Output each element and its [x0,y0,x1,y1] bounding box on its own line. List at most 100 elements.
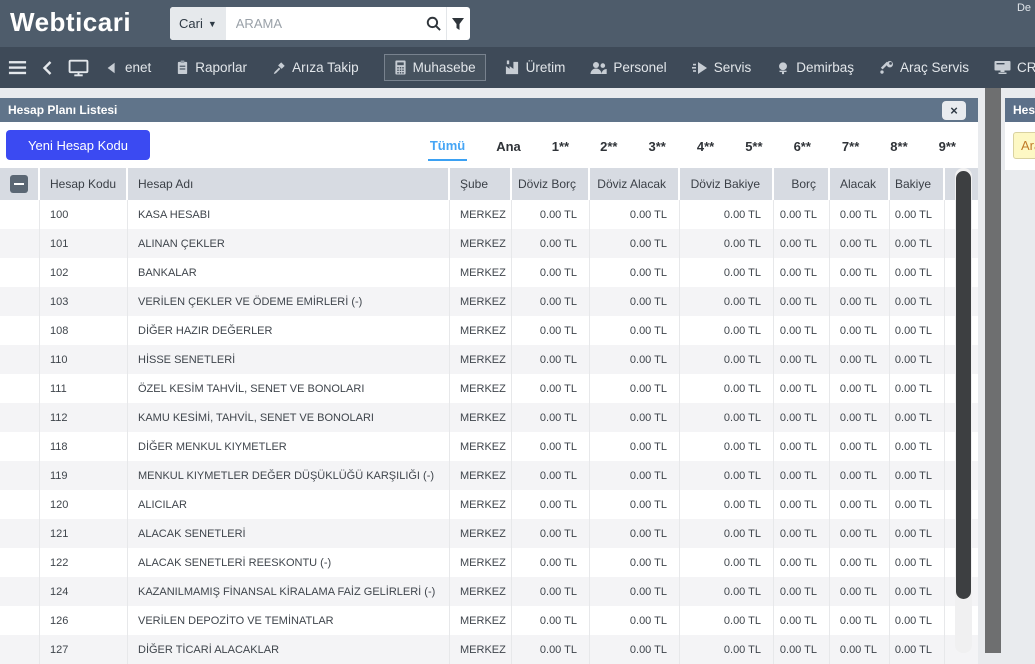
cell-branch: MERKEZ [450,606,512,635]
cell-alacak: 0.00 TL [830,229,890,258]
cell-alacak: 0.00 TL [830,287,890,316]
cell-doviz_bakiye: 0.00 TL [680,374,774,403]
tab-3[interactable]: 3** [646,131,667,160]
nav-item-ariza-takip[interactable]: Arıza Takip [272,60,359,75]
cell-bakiye: 0.00 TL [890,548,945,577]
table-row[interactable]: 120ALICILARMERKEZ0.00 TL0.00 TL0.00 TL0.… [0,490,978,519]
header-hesap-kodu[interactable]: Hesap Kodu [40,168,128,200]
header-borc[interactable]: Borç [774,168,830,200]
nav-item-crm[interactable]: CRM [994,60,1035,75]
header-bakiye[interactable]: Bakiye [890,168,945,200]
table-row[interactable]: 110HİSSE SENETLERİMERKEZ0.00 TL0.00 TL0.… [0,345,978,374]
cell-doviz_borc: 0.00 TL [512,229,590,258]
tab-ana[interactable]: Ana [494,131,523,160]
cell-alacak: 0.00 TL [830,374,890,403]
window-titlebar: Hesap Planı Listesi × [0,98,978,122]
table-row[interactable]: 119MENKUL KIYMETLER DEĞER DÜŞÜKLÜĞÜ KARŞ… [0,461,978,490]
cell-code: 119 [40,461,128,490]
table-scrollbar-track[interactable] [955,168,972,653]
back-chevron-icon[interactable] [41,60,54,76]
tab-4[interactable]: 4** [695,131,716,160]
cell-doviz_borc: 0.00 TL [512,519,590,548]
user-text[interactable]: De [1017,2,1031,14]
cell-bakiye: 0.00 TL [890,316,945,345]
nav-item-demirbas[interactable]: Demirbaş [776,60,854,75]
nav-item-raporlar[interactable]: Raporlar [176,60,247,75]
cell-bakiye: 0.00 TL [890,403,945,432]
side-panel-search-input[interactable] [1013,132,1035,159]
tab-7[interactable]: 7** [840,131,861,160]
cell-name: KASA HESABI [128,200,450,229]
table-row[interactable]: 112KAMU KESİMİ, TAHVİL, SENET VE BONOLAR… [0,403,978,432]
tab-5[interactable]: 5** [743,131,764,160]
nav-item-uretim[interactable]: Üretim [504,60,566,75]
hamburger-menu-icon[interactable] [8,60,27,75]
header-hesap-adi[interactable]: Hesap Adı [128,168,450,200]
cell-alacak: 0.00 TL [830,548,890,577]
new-account-code-button[interactable]: Yeni Hesap Kodu [6,130,150,160]
header-doviz-alacak[interactable]: Döviz Alacak [590,168,680,200]
nav-item-label: Personel [613,60,666,75]
search-category-dropdown[interactable]: Cari ▼ [170,7,226,40]
cell-code: 112 [40,403,128,432]
chevron-down-icon: ▼ [208,19,217,29]
cell-branch: MERKEZ [450,258,512,287]
cell-name: VERİLEN ÇEKLER VE ÖDEME EMİRLERİ (-) [128,287,450,316]
table-row[interactable]: 100KASA HESABIMERKEZ0.00 TL0.00 TL0.00 T… [0,200,978,229]
desktop-monitor-icon[interactable] [68,59,89,77]
header-doviz-bakiye[interactable]: Döviz Bakiye [680,168,774,200]
header-alacak[interactable]: Alacak [830,168,890,200]
table-row[interactable]: 124KAZANILMAMIŞ FİNANSAL KİRALAMA FAİZ G… [0,577,978,606]
table-row[interactable]: 126VERİLEN DEPOZİTO VE TEMİNATLARMERKEZ0… [0,606,978,635]
close-button[interactable]: × [942,101,966,120]
row-select-cell [0,461,40,490]
table-row[interactable]: 118DİĞER MENKUL KIYMETLERMERKEZ0.00 TL0.… [0,432,978,461]
screwdriver-icon [272,61,286,75]
search-icon[interactable] [422,7,446,40]
table-row[interactable]: 103VERİLEN ÇEKLER VE ÖDEME EMİRLERİ (-)M… [0,287,978,316]
table-row[interactable]: 108DİĞER HAZIR DEĞERLERMERKEZ0.00 TL0.00… [0,316,978,345]
cell-name: BANKALAR [128,258,450,287]
row-select-cell [0,345,40,374]
row-select-cell [0,635,40,664]
cell-doviz_alacak: 0.00 TL [590,461,680,490]
cell-borc: 0.00 TL [774,548,830,577]
nav-item-arac-servis[interactable]: Araç Servis [879,60,969,75]
nav-item-enet[interactable]: enet [105,60,151,75]
cell-doviz_borc: 0.00 TL [512,403,590,432]
cell-doviz_bakiye: 0.00 TL [680,490,774,519]
nav-item-servis[interactable]: Servis [692,60,752,75]
tab-1[interactable]: 1** [550,131,571,160]
header-select-cell [0,168,40,200]
table-row[interactable]: 121ALACAK SENETLERİMERKEZ0.00 TL0.00 TL0… [0,519,978,548]
collapse-all-button[interactable] [10,175,28,193]
tab-8[interactable]: 8** [888,131,909,160]
row-select-cell [0,577,40,606]
table-row[interactable]: 127DİĞER TİCARİ ALACAKLARMERKEZ0.00 TL0.… [0,635,978,664]
window-divider-scrollbar[interactable] [985,88,1001,653]
filter-funnel-icon[interactable] [446,7,470,40]
nav-item-personel[interactable]: Personel [590,60,666,75]
row-select-cell [0,432,40,461]
header-doviz-borc[interactable]: Döviz Borç [512,168,590,200]
cell-alacak: 0.00 TL [830,635,890,664]
table-row[interactable]: 102BANKALARMERKEZ0.00 TL0.00 TL0.00 TL0.… [0,258,978,287]
table-row[interactable]: 122ALACAK SENETLERİ REESKONTU (-)MERKEZ0… [0,548,978,577]
table-scrollbar-thumb[interactable] [956,171,971,599]
cell-bakiye: 0.00 TL [890,432,945,461]
nav-item-muhasebe[interactable]: Muhasebe [384,54,486,81]
tab-2[interactable]: 2** [598,131,619,160]
tab-9[interactable]: 9** [937,131,958,160]
row-select-cell [0,606,40,635]
row-select-cell [0,548,40,577]
nav-item-label: Raporlar [195,60,247,75]
table-row[interactable]: 101ALINAN ÇEKLERMERKEZ0.00 TL0.00 TL0.00… [0,229,978,258]
cell-doviz_alacak: 0.00 TL [590,606,680,635]
search-input[interactable] [226,7,422,40]
table-row[interactable]: 111ÖZEL KESİM TAHVİL, SENET VE BONOLARIM… [0,374,978,403]
tab-tumu[interactable]: Tümü [428,130,467,161]
header-sube[interactable]: Şube [450,168,512,200]
cell-branch: MERKEZ [450,461,512,490]
tab-6[interactable]: 6** [792,131,813,160]
top-header: Webticari Cari ▼ De [0,0,1035,47]
